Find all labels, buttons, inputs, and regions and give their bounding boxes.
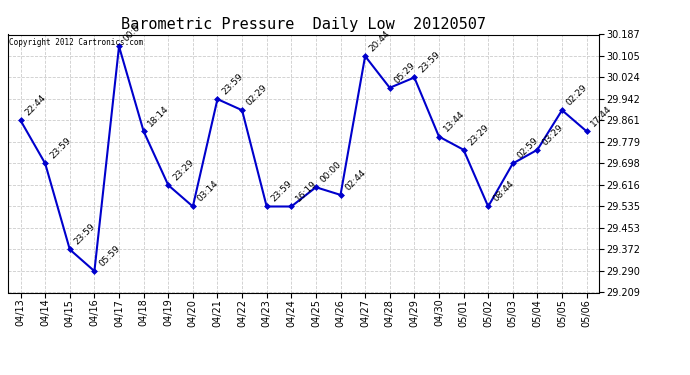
Text: 02:59: 02:59 (515, 136, 540, 161)
Text: 13:44: 13:44 (442, 110, 466, 134)
Text: 02:29: 02:29 (565, 83, 589, 107)
Text: 05:59: 05:59 (97, 244, 122, 268)
Text: 08:44: 08:44 (491, 179, 515, 204)
Text: 00:0: 00:0 (122, 23, 142, 44)
Text: 23:29: 23:29 (171, 158, 195, 182)
Text: 18:14: 18:14 (146, 104, 171, 129)
Text: Copyright 2012 Cartronics.com: Copyright 2012 Cartronics.com (10, 38, 144, 47)
Text: 23:59: 23:59 (270, 179, 294, 204)
Text: 02:44: 02:44 (344, 168, 368, 192)
Text: 03:29: 03:29 (540, 122, 564, 147)
Text: 23:59: 23:59 (417, 50, 442, 75)
Text: 16:19: 16:19 (294, 179, 319, 204)
Text: 02:29: 02:29 (245, 83, 269, 107)
Text: 23:59: 23:59 (48, 136, 72, 161)
Text: 05:29: 05:29 (393, 60, 417, 85)
Text: 22:44: 22:44 (23, 93, 48, 118)
Text: 00:00: 00:00 (319, 160, 344, 184)
Text: 03:14: 03:14 (196, 179, 220, 204)
Text: 23:59: 23:59 (72, 222, 97, 247)
Title: Barometric Pressure  Daily Low  20120507: Barometric Pressure Daily Low 20120507 (121, 17, 486, 32)
Text: 23:59: 23:59 (220, 72, 245, 96)
Text: 23:29: 23:29 (466, 123, 491, 147)
Text: 20:44: 20:44 (368, 29, 393, 53)
Text: 17:44: 17:44 (589, 104, 614, 129)
